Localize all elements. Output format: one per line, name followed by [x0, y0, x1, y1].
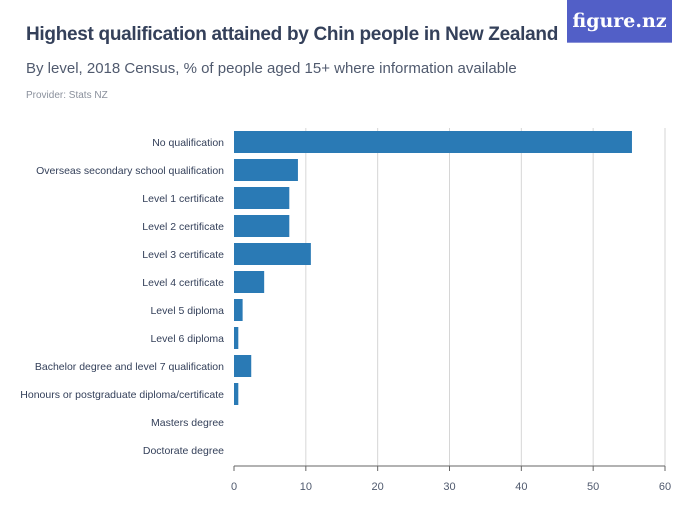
figure-nz-logo[interactable]: figure.nz — [567, 0, 672, 43]
category-label: Level 2 certificate — [142, 221, 224, 233]
x-tick-label: 10 — [300, 481, 312, 493]
bar — [234, 131, 632, 153]
bar — [234, 327, 239, 349]
bar — [234, 243, 311, 265]
category-label: Overseas secondary school qualification — [36, 165, 224, 177]
category-label: Level 1 certificate — [142, 193, 224, 205]
bar — [234, 215, 290, 237]
x-tick-label: 40 — [515, 481, 527, 493]
bar — [234, 271, 265, 293]
category-label: Doctorate degree — [143, 445, 224, 457]
chart-subtitle: By level, 2018 Census, % of people aged … — [26, 60, 517, 77]
category-label: No qualification — [152, 137, 224, 149]
category-label: Level 4 certificate — [142, 277, 224, 289]
category-label: Level 3 certificate — [142, 249, 224, 261]
category-label: Level 5 diploma — [150, 305, 224, 317]
category-label: Honours or postgraduate diploma/certific… — [20, 389, 224, 401]
x-tick-label: 30 — [443, 481, 455, 493]
category-label: Bachelor degree and level 7 qualificatio… — [35, 361, 224, 373]
category-label: Masters degree — [151, 417, 224, 429]
bar — [234, 299, 243, 321]
x-tick-label: 20 — [372, 481, 384, 493]
bar — [234, 187, 290, 209]
bar — [234, 383, 239, 405]
x-tick-label: 0 — [231, 481, 237, 493]
chart-title: Highest qualification attained by Chin p… — [26, 24, 559, 45]
bar — [234, 159, 298, 181]
provider-label: Provider: Stats NZ — [26, 90, 108, 101]
bar — [234, 355, 252, 377]
category-label: Level 6 diploma — [150, 333, 224, 345]
x-tick-label: 60 — [659, 481, 671, 493]
x-tick-label: 50 — [587, 481, 599, 493]
